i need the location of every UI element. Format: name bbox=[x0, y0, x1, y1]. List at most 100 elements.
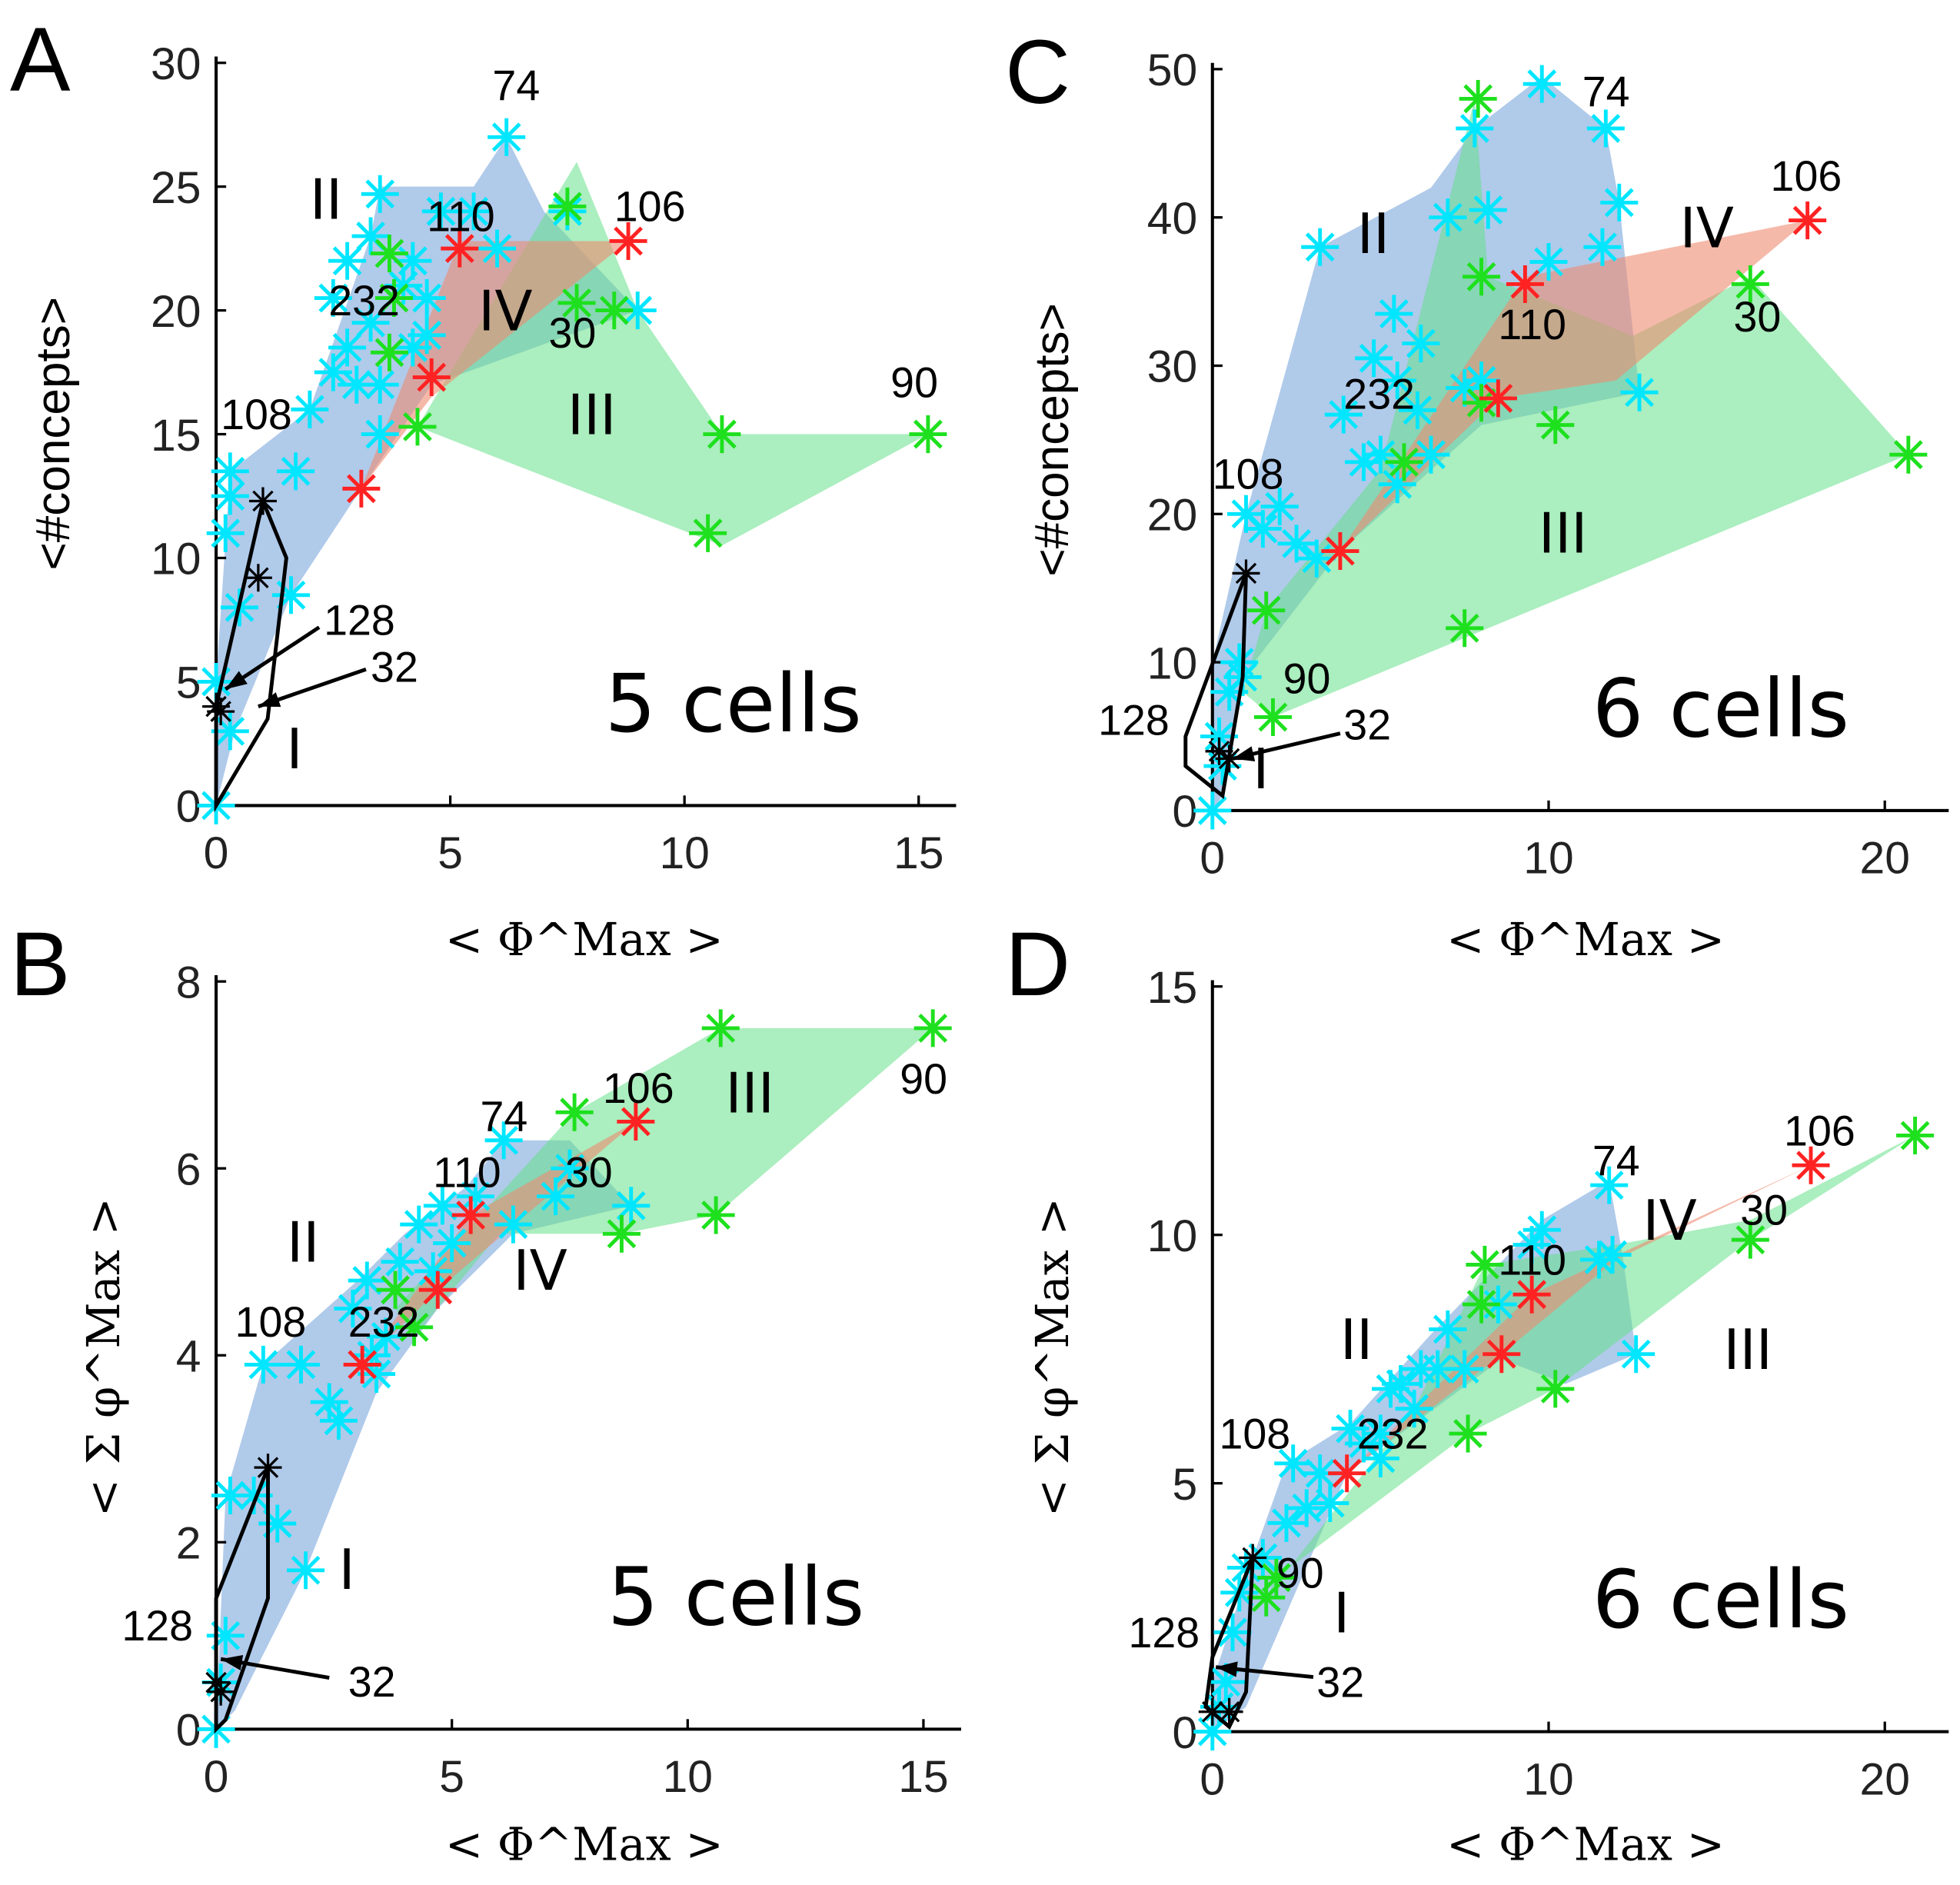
x-axis-label: < Φ^Max > bbox=[1446, 913, 1725, 966]
panel-D: 0 10 2005101574106110302321089012832IIIVII… bbox=[1005, 914, 1949, 1870]
x-tick-label: 0 bbox=[1200, 1754, 1225, 1804]
data-point-green bbox=[909, 415, 947, 454]
data-point-cyan bbox=[1287, 1489, 1326, 1527]
point-label: 232 bbox=[348, 1298, 420, 1346]
data-point-green bbox=[595, 291, 634, 330]
point-label: 74 bbox=[480, 1093, 527, 1141]
point-label: 32 bbox=[371, 643, 418, 691]
region-label: IV bbox=[1680, 195, 1734, 260]
data-point-red bbox=[1789, 201, 1827, 240]
x-tick-label: 10 bbox=[1523, 1754, 1573, 1804]
data-point-cyan bbox=[1355, 339, 1393, 378]
x-tick-label: 0 bbox=[1200, 834, 1225, 884]
data-point-green bbox=[1889, 435, 1928, 474]
panel-letter: C bbox=[1005, 22, 1070, 122]
data-point-cyan bbox=[1324, 395, 1363, 434]
data-point-green bbox=[370, 333, 408, 371]
data-point-green bbox=[1449, 1414, 1487, 1453]
data-point-red bbox=[1512, 1275, 1551, 1314]
data-point-green bbox=[701, 1009, 740, 1047]
region-label: IV bbox=[513, 1238, 567, 1303]
data-point-cyan bbox=[1617, 1335, 1656, 1374]
panel-letter: D bbox=[1005, 914, 1070, 1014]
y-tick-label: 0 bbox=[1172, 787, 1197, 837]
cells-label: 6 cells bbox=[1592, 662, 1849, 756]
y-tick-label: 5 bbox=[1172, 1460, 1197, 1510]
data-point-green bbox=[374, 279, 414, 318]
data-point-cyan bbox=[1600, 183, 1639, 221]
data-point-green bbox=[1446, 609, 1484, 648]
y-tick-label: 0 bbox=[1172, 1708, 1197, 1758]
point-label: 110 bbox=[433, 1149, 501, 1197]
region-label: II bbox=[310, 168, 342, 232]
arrow bbox=[258, 668, 367, 708]
point-label: 108 bbox=[1220, 1410, 1291, 1457]
data-point-red bbox=[412, 358, 451, 397]
x-tick-label: 0 bbox=[204, 828, 229, 878]
data-point-cyan bbox=[244, 1345, 282, 1384]
point-label: 108 bbox=[221, 391, 292, 438]
data-point-cyan bbox=[1446, 1350, 1484, 1388]
data-point-cyan bbox=[408, 316, 446, 355]
point-label: 128 bbox=[1098, 697, 1170, 744]
point-label: 110 bbox=[427, 193, 495, 241]
data-point-cyan bbox=[1301, 228, 1339, 266]
data-point-cyan bbox=[1193, 791, 1232, 830]
data-point-red bbox=[342, 469, 381, 508]
y-tick-label: 6 bbox=[176, 1144, 201, 1194]
arrow bbox=[1215, 1661, 1314, 1680]
data-point-cyan bbox=[488, 118, 526, 156]
data-point-green bbox=[557, 284, 596, 322]
region-label: I bbox=[1253, 737, 1269, 801]
x-tick-label: 15 bbox=[898, 1752, 948, 1802]
data-point-cyan bbox=[1375, 295, 1413, 333]
data-point-green bbox=[1459, 79, 1497, 118]
region-label: IV bbox=[1642, 1188, 1696, 1253]
data-point-cyan bbox=[334, 1289, 372, 1328]
point-label: 128 bbox=[324, 596, 395, 644]
y-axis-label: < Σ φ^Max > bbox=[77, 1197, 130, 1517]
data-point-cyan bbox=[328, 328, 367, 367]
data-point-green bbox=[697, 1196, 735, 1234]
y-tick-label: 2 bbox=[176, 1519, 201, 1569]
region-IV bbox=[1339, 220, 1808, 551]
point-label: 110 bbox=[1498, 1236, 1566, 1284]
data-point-cyan bbox=[1593, 1236, 1632, 1274]
data-point-cyan bbox=[1361, 1414, 1399, 1453]
data-point-cyan bbox=[414, 1252, 452, 1291]
y-tick-label: 50 bbox=[1147, 45, 1197, 95]
data-point-green bbox=[913, 1009, 952, 1047]
point-label: 90 bbox=[1276, 1549, 1324, 1597]
arrow bbox=[1232, 731, 1341, 761]
data-point-cyan bbox=[361, 415, 399, 454]
data-point-cyan bbox=[394, 241, 432, 280]
region-label: I bbox=[1333, 1580, 1349, 1645]
data-point-cyan bbox=[1395, 1390, 1433, 1428]
region-III bbox=[395, 1027, 933, 1337]
data-point-cyan bbox=[1361, 435, 1399, 474]
point-label: 128 bbox=[1128, 1609, 1200, 1657]
y-tick-label: 40 bbox=[1147, 194, 1197, 244]
data-point-green bbox=[1731, 265, 1769, 303]
region-label: I bbox=[286, 717, 302, 781]
point-label: 32 bbox=[1316, 1658, 1364, 1706]
data-point-cyan bbox=[206, 514, 245, 552]
data-point-cyan bbox=[277, 452, 315, 491]
data-point-cyan bbox=[454, 192, 493, 231]
data-point-cyan bbox=[1456, 109, 1494, 148]
arrow bbox=[220, 1654, 330, 1680]
point-label: 32 bbox=[348, 1658, 396, 1706]
y-tick-label: 10 bbox=[1147, 638, 1197, 688]
point-label: 30 bbox=[1733, 293, 1781, 341]
data-point-cyan bbox=[1378, 465, 1416, 504]
data-point-cyan bbox=[319, 1401, 358, 1440]
region-III bbox=[1243, 98, 1908, 718]
data-point-red bbox=[1506, 265, 1544, 303]
data-point-green bbox=[1731, 1221, 1769, 1259]
data-point-red bbox=[1482, 1335, 1521, 1374]
data-point-cyan bbox=[494, 1205, 532, 1244]
data-point-cyan bbox=[381, 1243, 419, 1281]
point-label: 106 bbox=[1784, 1107, 1855, 1154]
region-label: II bbox=[1357, 201, 1389, 266]
y-tick-label: 8 bbox=[176, 957, 201, 1007]
